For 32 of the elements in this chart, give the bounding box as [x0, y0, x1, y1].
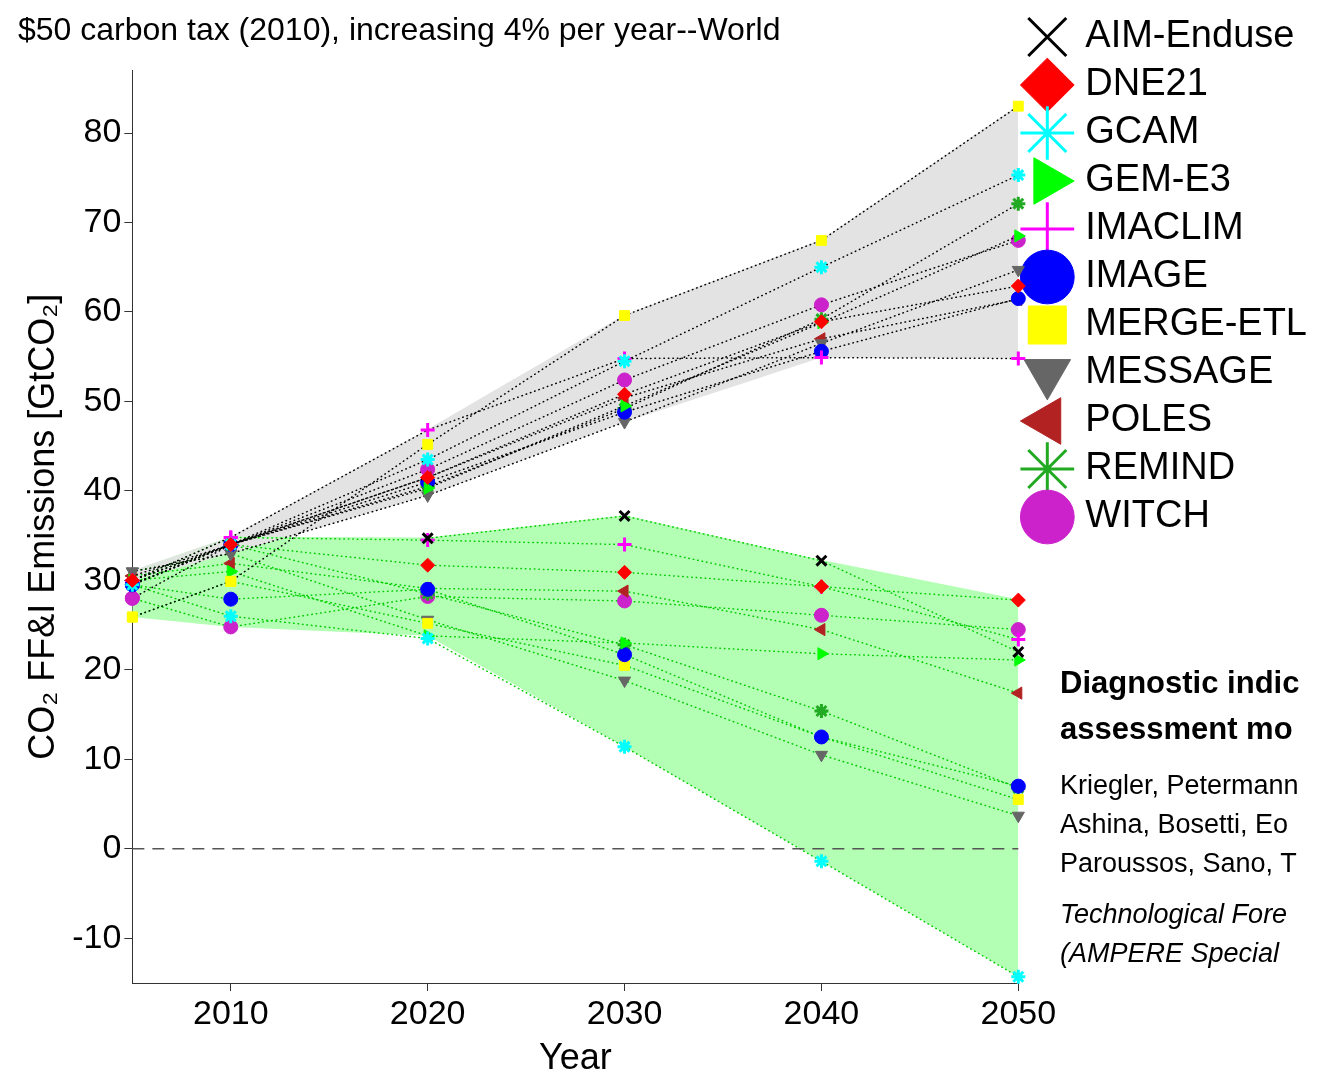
legend-label: IMAGE — [1085, 253, 1208, 296]
x-axis-title: Year — [538, 1036, 612, 1078]
y-tick-label: 60 — [83, 290, 122, 329]
text: Technological Fore (AMPERE Special — [1060, 898, 1289, 970]
y-tick-label: 80 — [83, 111, 122, 150]
legend-label: DNE21 — [1085, 61, 1208, 104]
y-tick-label: 10 — [83, 737, 122, 776]
legend-label: GCAM — [1085, 109, 1200, 152]
x-tick-label: 2020 — [389, 992, 466, 1031]
y-tick-label: 0 — [102, 827, 122, 866]
x-tick-label: 2040 — [783, 992, 860, 1031]
y-tick-label: 40 — [83, 469, 122, 508]
legend-label: WITCH — [1085, 493, 1210, 536]
chart-title: $50 carbon tax (2010), increasing 4% per year--World — [18, 11, 781, 48]
y-tick-label: 30 — [83, 558, 122, 597]
x-tick-label: 2030 — [586, 992, 663, 1031]
legend-label: POLES — [1085, 397, 1213, 440]
x-tick-label: 2050 — [980, 992, 1057, 1031]
y-tick-label: 70 — [83, 200, 122, 239]
legend-label: MERGE-ETL — [1085, 301, 1308, 344]
legend-label: AIM-Enduse — [1085, 13, 1295, 56]
x-tick-label: 2010 — [192, 992, 269, 1031]
y-tick-label: -10 — [72, 916, 122, 955]
legend-label: MESSAGE — [1085, 349, 1274, 392]
y-axis-title: CO₂ FF&I Emissions [GtCO₂] — [20, 293, 62, 760]
legend-label: GEM-E3 — [1085, 157, 1232, 200]
text: Kriegler, Petermann Ashina, Bosetti, Eo Paroussos, Sano, T — [1060, 769, 1300, 880]
y-tick-label: 20 — [83, 648, 122, 687]
text: Diagnostic indic assessment mo — [1060, 664, 1300, 748]
y-tick-label: 50 — [83, 379, 122, 418]
legend-label: REMIND — [1085, 445, 1236, 488]
legend-label: IMACLIM — [1085, 205, 1244, 248]
